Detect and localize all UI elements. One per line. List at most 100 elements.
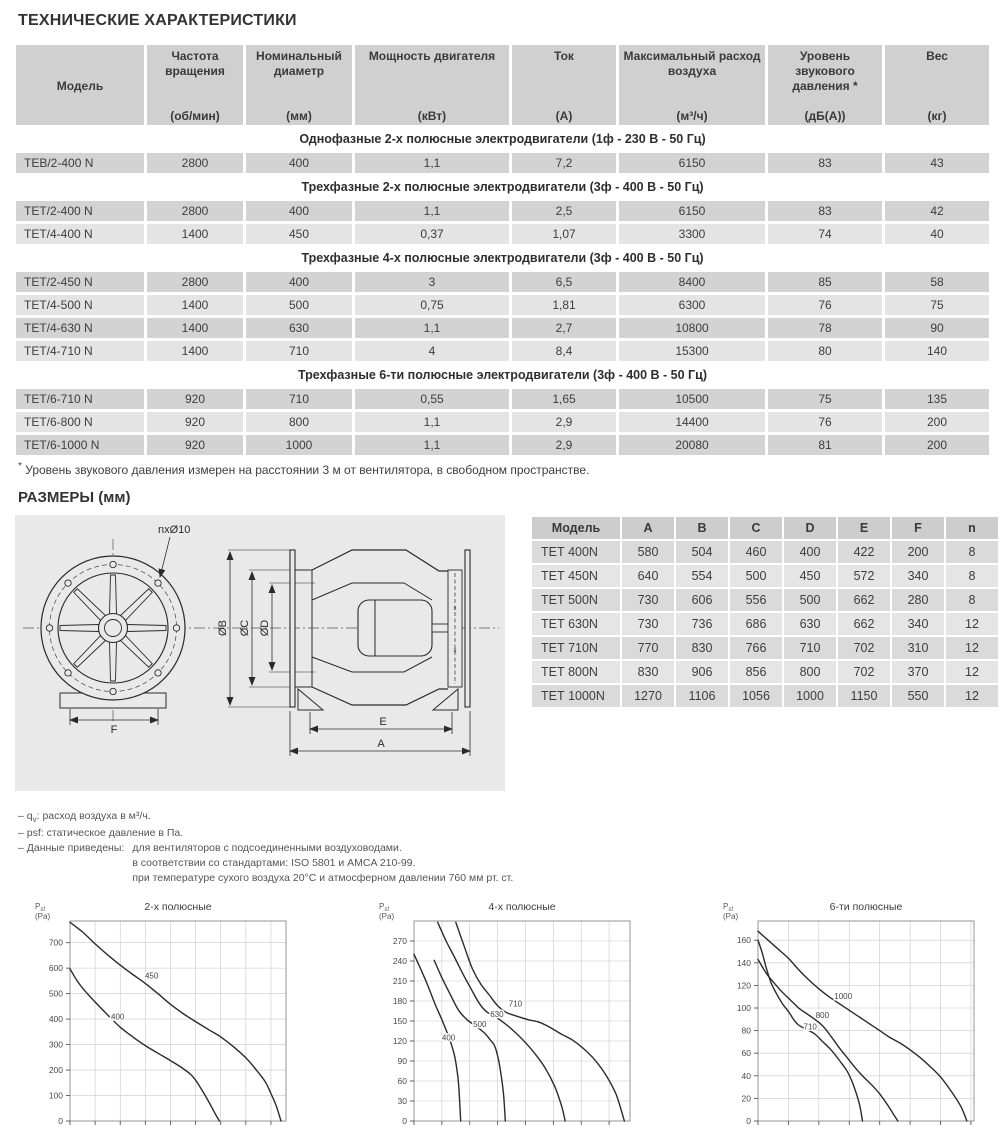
table-row: ТЕТ/6-800 N 920 800 1,1 2,9 14400 76 200 xyxy=(16,412,989,432)
value-cell: 2800 xyxy=(147,272,243,292)
svg-text:160: 160 xyxy=(737,935,751,945)
table-row: ТЕТ/4-710 N 1400 710 4 8,4 15300 80 140 xyxy=(16,341,989,361)
svg-text:60: 60 xyxy=(742,1048,752,1058)
value-cell: 500 xyxy=(730,565,782,587)
svg-text:100: 100 xyxy=(49,1090,63,1100)
model-cell: ТЕТ 630N xyxy=(532,613,620,635)
y-axis-label: Psf xyxy=(379,902,389,913)
value-cell: 1,1 xyxy=(355,201,509,221)
chart-svg: 0300060009000120001500018000210000204060… xyxy=(723,901,1000,1126)
value-cell: 572 xyxy=(838,565,890,587)
page-title: ТЕХНИЧЕСКИЕ ХАРАКТЕРИСТИКИ xyxy=(18,12,297,29)
curve-label-400: 400 xyxy=(111,1012,125,1021)
value-cell: 504 xyxy=(676,541,728,563)
value-cell: 8 xyxy=(946,589,998,611)
value-cell: 8,4 xyxy=(512,341,616,361)
table-row: ТЕТ/6-710 N 920 710 0,55 1,65 10500 75 135 xyxy=(16,389,989,409)
chart-2: 0200040006000800010000120001400003060901… xyxy=(366,897,696,1126)
dim-A xyxy=(289,711,471,756)
svg-text:600: 600 xyxy=(49,963,63,973)
curve-450 xyxy=(69,921,282,1122)
value-cell: 135 xyxy=(885,389,989,409)
value-cell: 920 xyxy=(147,412,243,432)
note-psf: – psf: статическое давление в Па. xyxy=(18,826,184,839)
value-cell: 630 xyxy=(784,613,836,635)
y-axis-label: Psf xyxy=(35,902,45,913)
value-cell: 81 xyxy=(768,435,882,455)
value-cell: 606 xyxy=(676,589,728,611)
guard-hatch-mark: x xyxy=(454,606,457,612)
value-cell: 8 xyxy=(946,541,998,563)
model-cell: ТЕТ 800N xyxy=(532,661,620,683)
dims-col-header: A xyxy=(622,517,674,539)
curve-1000 xyxy=(757,930,968,1122)
value-cell: 370 xyxy=(892,661,944,683)
curve-label-400: 400 xyxy=(442,1033,456,1042)
notes-block: – qv: расход воздуха в м³/ч. – psf: стат… xyxy=(18,809,1000,887)
chart-title: 4-х полюсные xyxy=(488,901,555,913)
svg-text:300: 300 xyxy=(49,1039,63,1049)
table-row: ТЕТ/2-450 N 2800 400 3 6,5 8400 85 58 xyxy=(16,272,989,292)
value-cell: 770 xyxy=(622,637,674,659)
value-cell: 1,07 xyxy=(512,224,616,244)
axis-ticks xyxy=(410,940,610,1125)
table-row: ТЕТ 1000N 1270 1106 1056 1000 1150 550 12 xyxy=(532,685,998,707)
value-cell: 78 xyxy=(768,318,882,338)
value-cell: 580 xyxy=(622,541,674,563)
value-cell: 662 xyxy=(838,589,890,611)
curve-400 xyxy=(69,967,221,1122)
curve-label-450: 450 xyxy=(145,971,159,980)
value-cell: 1056 xyxy=(730,685,782,707)
value-cell: 200 xyxy=(885,412,989,432)
svg-text:30: 30 xyxy=(398,1096,408,1106)
fan-side-view xyxy=(226,549,471,756)
curve-label-800: 800 xyxy=(816,1011,830,1020)
value-cell: 75 xyxy=(768,389,882,409)
value-cell: 10500 xyxy=(619,389,765,409)
svg-text:100: 100 xyxy=(737,1003,751,1013)
model-cell: ТЕТ/4-400 N xyxy=(16,224,144,244)
value-cell: 40 xyxy=(885,224,989,244)
spec-col-header: Частота вращения (об/мин) xyxy=(147,45,243,125)
value-cell: 200 xyxy=(892,541,944,563)
svg-text:60: 60 xyxy=(398,1076,408,1086)
spec-col-header: Номинальный диаметр (мм) xyxy=(246,45,352,125)
value-cell: 1,81 xyxy=(512,295,616,315)
table-row: ТЕТ 630N 730 736 686 630 662 340 12 xyxy=(532,613,998,635)
svg-text:500: 500 xyxy=(49,988,63,998)
curve-400 xyxy=(413,953,462,1122)
value-cell: 400 xyxy=(784,541,836,563)
value-cell: 1,1 xyxy=(355,318,509,338)
value-cell: 830 xyxy=(622,661,674,683)
chart-title: 2-х полюсные xyxy=(144,901,211,913)
value-cell: 400 xyxy=(246,201,352,221)
dim-F xyxy=(69,709,159,725)
value-cell: 12 xyxy=(946,685,998,707)
value-cell: 12 xyxy=(946,661,998,683)
value-cell: 662 xyxy=(838,613,890,635)
model-cell: ТЕТ/6-800 N xyxy=(16,412,144,432)
value-cell: 710 xyxy=(784,637,836,659)
value-cell: 80 xyxy=(768,341,882,361)
value-cell: 1,1 xyxy=(355,412,509,432)
spec-col-header: Вес (кг) xyxy=(885,45,989,125)
value-cell: 0,37 xyxy=(355,224,509,244)
footnote-text: Уровень звукового давления измерен на ра… xyxy=(25,463,590,477)
dims-col-header: B xyxy=(676,517,728,539)
gridlines xyxy=(758,920,974,1121)
curve-710 xyxy=(757,939,864,1122)
svg-text:80: 80 xyxy=(742,1025,752,1035)
table-row: ТЕТ 500N 730 606 556 500 662 280 8 xyxy=(532,589,998,611)
value-cell: 310 xyxy=(892,637,944,659)
value-cell: 2,9 xyxy=(512,412,616,432)
model-cell: ТЕТ 710N xyxy=(532,637,620,659)
model-cell: ТЕТ/4-500 N xyxy=(16,295,144,315)
value-cell: 906 xyxy=(676,661,728,683)
chart-1: 0100020003000400050006000700080000100200… xyxy=(22,897,352,1126)
value-cell: 702 xyxy=(838,637,890,659)
spec-section-title: Трехфазные 4-х полюсные электродвигатели… xyxy=(16,247,989,269)
value-cell: 800 xyxy=(246,412,352,432)
svg-text:40: 40 xyxy=(742,1070,752,1080)
curve-710 xyxy=(455,921,626,1122)
